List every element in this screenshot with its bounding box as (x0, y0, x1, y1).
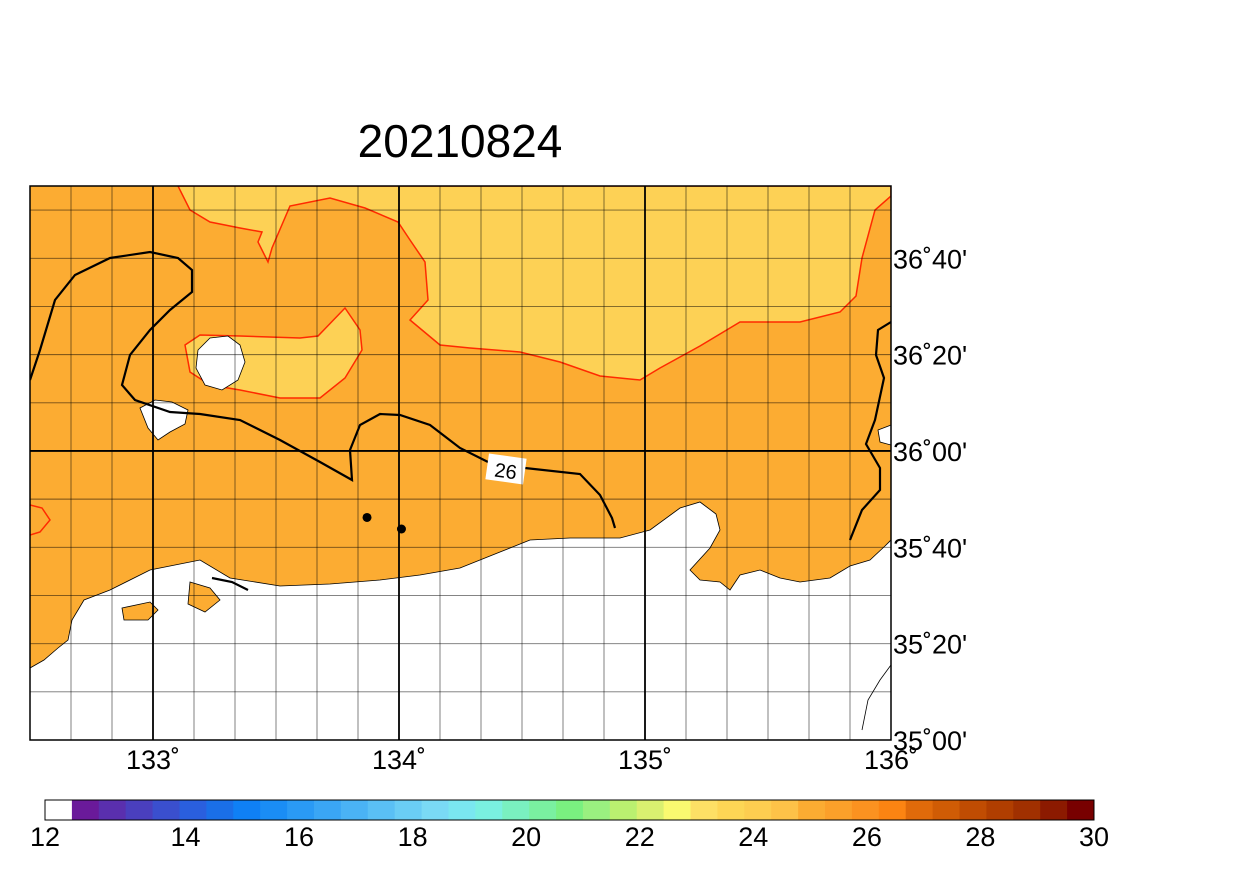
contour-26-east (848, 321, 891, 541)
colorbar-swatch (125, 800, 154, 820)
colorbar-swatch (394, 800, 423, 820)
latitude-tick-label: 36˚00' (893, 437, 967, 467)
colorbar-swatch (798, 800, 826, 820)
longitude-tick-label: 136˚ (864, 745, 918, 775)
map-title: 20210824 (358, 115, 563, 167)
station-markers (362, 512, 406, 534)
colorbar-swatch (717, 800, 745, 820)
contour-26 (30, 250, 617, 529)
colorbar-swatch (71, 800, 100, 820)
colorbar-swatch (1013, 800, 1041, 820)
colorbar-swatch (690, 800, 718, 820)
colorbar-swatch (663, 800, 692, 820)
land-dozen-islands (139, 399, 189, 441)
colorbar-tick-label: 24 (738, 822, 768, 852)
latitude-tick-label: 36˚20' (893, 341, 967, 371)
colorbar-swatch (45, 800, 73, 820)
colorbar-tick-label: 20 (511, 822, 541, 852)
land-dogo-island (195, 335, 246, 391)
colorbar-swatch (475, 800, 503, 820)
colorbar-swatch (851, 800, 880, 820)
colorbar-tick-label: 14 (170, 822, 200, 852)
colorbar-tick-label: 26 (852, 822, 882, 852)
map-panel: 26 (30, 186, 891, 740)
colorbar-labels: 12 14 16 18 20 22 24 26 28 30 (30, 822, 1109, 852)
station-1-marker (362, 512, 372, 522)
graticule-major (30, 186, 891, 740)
colorbar-swatch (260, 800, 288, 820)
station-2-marker (396, 524, 406, 534)
longitude-labels: 133˚ 134˚ 135˚ 136˚ (126, 745, 918, 775)
colorbar-swatch (367, 800, 396, 820)
contour-label-26: 26 (493, 460, 518, 485)
colorbar-swatch (959, 800, 987, 820)
land-wakasa-peninsula (861, 664, 891, 731)
colorbar-tick-label: 12 (30, 822, 60, 852)
colorbar-swatch (287, 800, 315, 820)
colorbar-swatch (233, 800, 261, 820)
colorbar-tick-label: 18 (398, 822, 428, 852)
colorbar-tick-label: 22 (625, 822, 655, 852)
colorbar-swatch (771, 800, 799, 820)
colorbar-swatch (152, 800, 180, 820)
longitude-tick-label: 134˚ (372, 745, 426, 775)
map-frame (29, 185, 892, 741)
contour-26-south (211, 576, 249, 591)
colorbar-swatch (636, 800, 665, 820)
colorbar-swatch (582, 800, 611, 820)
colorbar-swatch (421, 800, 449, 820)
colorbar-tick-label: 16 (284, 822, 314, 852)
land-honshu (30, 501, 891, 740)
colorbar-swatch (313, 800, 342, 820)
colorbar-swatch (529, 800, 557, 820)
colorbar-tick-label: 30 (1079, 822, 1109, 852)
longitude-tick-label: 135˚ (618, 745, 672, 775)
colorbar-tick-label: 28 (965, 822, 995, 852)
latitude-tick-label: 35˚00' (893, 726, 967, 756)
colorbar-swatch (932, 800, 961, 820)
colorbar-swatch (744, 800, 772, 820)
colorbar-swatch (1040, 800, 1068, 820)
colorbar-swatch (502, 800, 530, 820)
latitude-tick-label: 35˚40' (893, 533, 967, 563)
land-shimane-peninsula (187, 581, 221, 613)
contour-25-west (30, 504, 51, 536)
colorbar-swatch (556, 800, 584, 820)
colorbar-swatch (986, 800, 1014, 820)
colorbar-swatch (206, 800, 234, 820)
colorbar-swatch (340, 800, 369, 820)
colorbar-swatch (609, 800, 638, 820)
latitude-tick-label: 36˚40' (893, 244, 967, 274)
colorbar-swatch (878, 800, 907, 820)
colorbar-swatch (98, 800, 127, 820)
colorbar-swatch (825, 800, 853, 820)
longitude-tick-label: 133˚ (126, 745, 180, 775)
colorbar-frame (44, 799, 1095, 821)
contour-label-box: 26 (485, 453, 527, 485)
colorbar-swatch (179, 800, 207, 820)
latitude-tick-label: 35˚20' (893, 630, 967, 660)
colorbar-swatch (905, 800, 934, 820)
colorbar-swatch (448, 800, 476, 820)
latitude-labels: 35˚00' 35˚20' 35˚40' 36˚00' 36˚20' 36˚40' (893, 244, 967, 756)
land-east-coast (877, 424, 891, 446)
colorbar (44, 799, 1095, 821)
colorbar-swatch (1067, 800, 1095, 820)
